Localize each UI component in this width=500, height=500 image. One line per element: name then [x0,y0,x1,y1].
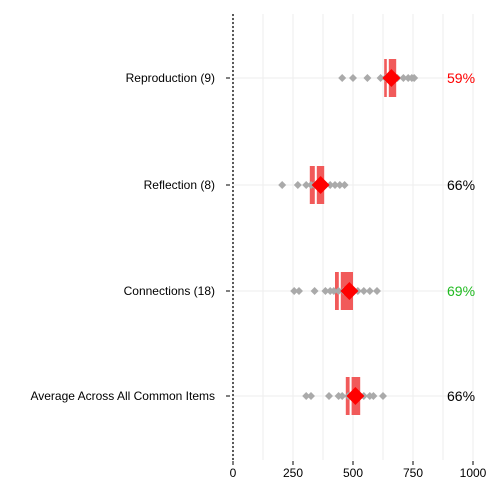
rows-layer: Reproduction (9) 59% Reflection (8) 66% Conn… [30,59,475,415]
data-point [338,74,347,82]
x-tick-label: 250 [283,466,303,480]
category-label: Reproduction (9) [126,71,215,85]
data-point [331,181,339,189]
row-1: Reflection (8) 66% [144,166,475,204]
data-point [310,287,319,295]
data-point [379,392,387,400]
data-point [307,392,315,400]
percent-label: 66% [447,388,475,404]
data-point [399,74,408,82]
category-label: Average Across All Common Items [30,389,215,403]
mean-marker [311,176,330,194]
data-point [365,287,374,295]
data-point [376,74,385,82]
data-point [302,181,311,189]
data-point [278,181,287,189]
percent-label: 66% [447,177,475,193]
x-axis: 0 250 500 750 1000 [230,461,487,480]
row-3: Average Across All Common Items 66% [30,377,475,415]
data-point [326,181,335,189]
data-point [349,74,357,82]
category-label: Reflection (8) [144,178,215,192]
x-tick-label: 1000 [460,466,487,480]
data-point [373,287,381,295]
data-point [338,392,347,400]
data-point [340,181,349,189]
percent-label: 59% [447,70,475,86]
mean-marker [340,282,359,300]
category-label: Connections (18) [124,284,215,298]
row-0: Reproduction (9) 59% [126,59,475,97]
data-point [321,287,330,295]
x-tick-label: 750 [403,466,423,480]
row-2: Connections (18) 69% [124,272,475,310]
data-point [369,392,378,400]
data-point [335,181,344,189]
data-point [293,181,302,189]
data-point [329,287,338,295]
data-point [325,392,333,400]
data-point [410,74,419,82]
mean-marker [382,69,401,87]
data-point [359,287,368,295]
x-tick-label: 0 [230,466,237,480]
data-point [290,287,299,295]
data-point [363,74,372,82]
data-point [302,392,311,400]
mean-marker [346,387,365,405]
x-tick-label: 500 [343,466,363,480]
percent-label: 69% [447,283,475,299]
data-point [295,287,303,295]
data-point [334,287,343,295]
